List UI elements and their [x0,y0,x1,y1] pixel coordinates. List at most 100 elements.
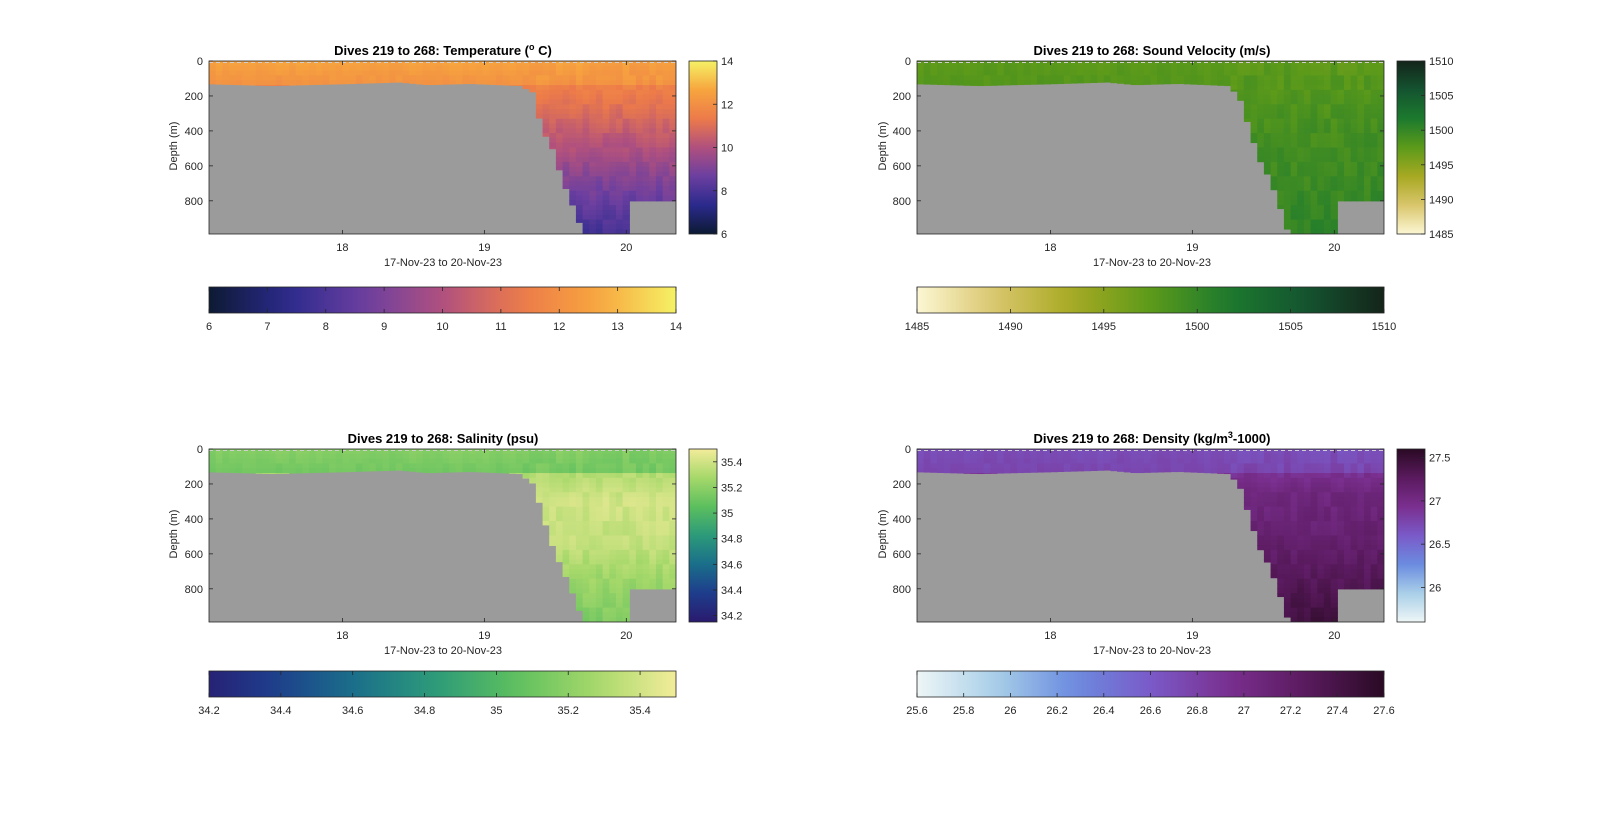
temperature-cell [569,195,577,201]
temperature-cell [609,219,617,225]
sound-velocity-cell [1330,209,1338,216]
sound-velocity-cell [1270,161,1278,168]
temperature-cell [369,70,377,77]
density-cell [1377,468,1384,474]
density-cell [1363,521,1372,527]
sound-velocity-cell [1317,99,1325,105]
temperature-cell [595,70,604,77]
temperature-cell [635,181,644,187]
sound-velocity-cell [1370,128,1378,134]
salinity-cell [542,516,550,522]
salinity-cell [289,458,297,465]
temperature-cell [282,65,290,72]
density-cell [1363,516,1372,522]
temperature-profile-column [402,61,410,84]
salinity-cell [369,458,377,465]
salinity-profile-column [649,449,657,590]
salinity-cell [602,540,610,546]
sound-velocity-cell [1303,166,1312,173]
density-cell [1290,525,1298,532]
temperature-cell [322,65,330,72]
salinity-cell [615,521,624,527]
temperature-cell [669,166,676,173]
salinity-cell [622,612,630,618]
sound-velocity-cell [1357,75,1365,81]
sound-velocity-cell [1317,94,1325,101]
salinity-cell [635,521,644,527]
sound-velocity-cell [1330,224,1338,230]
sound-velocity-cell [963,65,971,72]
density-cell [950,458,958,465]
temperature-horizontal-colorbar-tick-label: 11 [495,321,506,333]
sound-velocity-cell [1270,104,1278,110]
temperature-cell [569,123,577,129]
salinity-cell [602,597,610,604]
density-cell [1283,501,1292,508]
temperature-cell [515,85,524,87]
salinity-cell [609,573,617,580]
temperature-cell [642,104,650,110]
salinity-profile-column [509,449,517,474]
temperature-cell [635,109,644,115]
salinity-cell [629,477,637,484]
density-cell [1297,497,1305,503]
temperature-profile-column [389,61,397,83]
temperature-ylabel: Depth (m) [168,122,180,171]
temperature-cell [615,142,624,149]
temperature-cell [555,75,564,81]
salinity-cell [622,583,630,589]
density-cell [917,468,925,473]
sound-velocity-cell [1210,61,1218,67]
sound-velocity-cell [1143,65,1152,72]
salinity-cell [562,569,570,575]
sound-velocity-profile-column [1110,61,1118,84]
density-cell [1337,569,1345,575]
sound-velocity-cell [983,70,991,77]
density-cell [1350,578,1358,585]
density-cell [1317,473,1325,479]
salinity-cell [562,458,570,465]
temperature-cell [362,75,370,81]
salinity-profile-column [589,449,597,622]
temperature-cell [595,205,604,211]
sound-velocity-cell [1263,166,1272,173]
salinity-cell [669,540,676,546]
density-cell [1357,482,1365,489]
sound-velocity-cell [1310,109,1318,115]
sound-velocity-cell [1330,152,1338,158]
sound-velocity-cell [1370,123,1378,129]
temperature-cell [669,147,676,153]
sound-velocity-cell [1297,104,1305,110]
temperature-cell [549,61,557,67]
density-cell [1310,453,1318,460]
temperature-panel: Dives 219 to 268: Temperature (o C) 17-N… [168,42,733,333]
sound-velocity-cell [1250,133,1258,139]
salinity-profile-column [275,449,283,474]
sound-velocity-cell [1277,181,1285,187]
density-cell [1003,468,1011,474]
sound-velocity-profile-column [1283,61,1292,230]
temperature-cell [629,171,637,177]
sound-velocity-cell [1257,70,1265,77]
sound-velocity-profile-column [1357,61,1365,202]
salinity-cell [575,487,584,493]
salinity-cell [575,535,584,541]
density-profile-column [1203,449,1212,474]
density-cell [1377,521,1384,527]
salinity-cell [435,458,444,465]
temperature-cell [495,80,504,86]
temperature-cell [655,94,664,101]
salinity-horizontal-colorbar-tick-label: 34.2 [198,705,219,717]
salinity-cell [549,525,557,532]
density-cell [1270,492,1278,498]
density-cell [1343,453,1352,460]
sound-velocity-cell [1343,113,1352,120]
temperature-cell [335,65,344,72]
sound-velocity-cell [1377,70,1384,77]
temperature-cell [422,75,430,81]
salinity-cell [669,535,676,541]
salinity-cell [589,545,597,551]
salinity-cell [569,506,577,513]
density-cell [1023,468,1032,473]
temperature-cell [582,190,590,197]
